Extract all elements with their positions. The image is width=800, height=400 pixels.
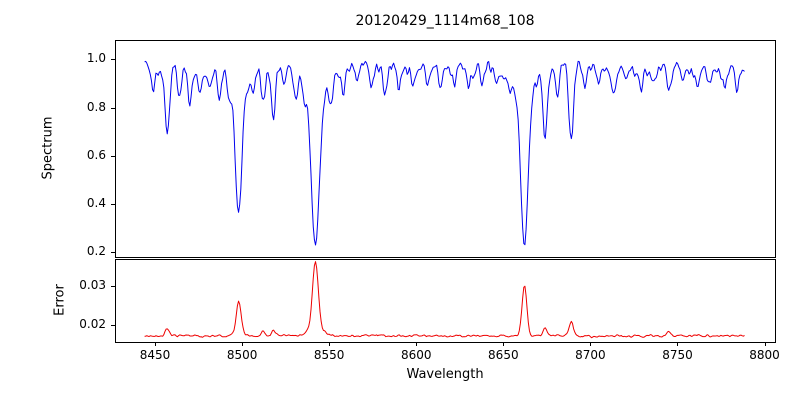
x-tick-label: 8600 xyxy=(400,348,432,362)
y-tick-label-error: 0.02 xyxy=(79,316,106,331)
y-tick-label-spectrum: 0.8 xyxy=(86,99,106,114)
y-tick-label-spectrum: 0.2 xyxy=(86,244,106,259)
x-tick-label: 8550 xyxy=(313,348,345,362)
chart-title: 20120429_1114m68_108 xyxy=(355,13,535,29)
x-tick-label: 8500 xyxy=(226,348,258,362)
y-tick-label-spectrum: 0.4 xyxy=(86,195,106,210)
x-tick-label: 8650 xyxy=(488,348,519,362)
y-tick-label-spectrum: 0.6 xyxy=(86,147,106,162)
x-tick-label: 8750 xyxy=(662,348,693,362)
y-tick-label-error: 0.03 xyxy=(79,278,106,293)
x-tick-label: 8450 xyxy=(139,348,171,362)
x-tick-label: 8700 xyxy=(575,348,606,362)
x-tick-label: 8800 xyxy=(749,348,780,362)
y-tick-label-spectrum: 1.0 xyxy=(86,51,106,66)
x-axis-label: Wavelength xyxy=(406,367,484,382)
